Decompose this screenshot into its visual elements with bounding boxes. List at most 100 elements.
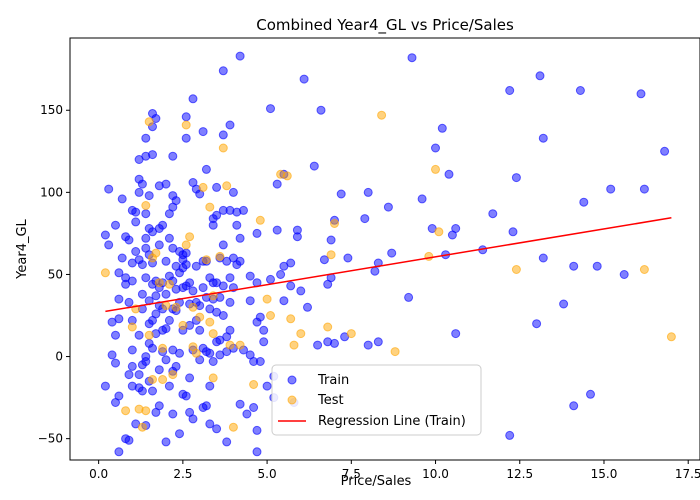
train-point — [141, 357, 151, 366]
test-point — [121, 406, 131, 416]
train-point — [225, 325, 235, 335]
train-point — [212, 424, 222, 434]
train-point — [114, 294, 124, 304]
train-point — [218, 240, 228, 250]
train-point — [249, 403, 259, 412]
test-point — [330, 219, 339, 228]
train-point — [188, 94, 198, 104]
train-point — [137, 260, 147, 270]
y-tick-label: 100 — [40, 185, 63, 199]
test-point — [666, 332, 676, 342]
train-point — [134, 187, 144, 197]
train-point — [286, 281, 296, 291]
test-point — [185, 232, 195, 242]
train-point — [309, 161, 319, 171]
train-point — [171, 196, 181, 206]
train-point — [168, 151, 178, 161]
train-point — [511, 173, 521, 183]
train-point — [451, 224, 461, 233]
test-point — [188, 302, 198, 312]
train-point — [242, 409, 252, 419]
test-point — [181, 240, 191, 250]
x-tick-label: 7.5 — [342, 467, 361, 481]
train-point — [134, 330, 144, 340]
train-point — [235, 51, 245, 61]
train-point — [619, 270, 629, 279]
train-point — [266, 104, 275, 114]
test-point — [235, 340, 245, 350]
x-tick-label: 17.5 — [675, 467, 700, 481]
train-point — [141, 273, 151, 283]
train-point — [137, 179, 147, 189]
train-point — [164, 315, 174, 325]
regression-line — [105, 217, 672, 313]
train-point — [181, 391, 191, 401]
train-point — [124, 235, 134, 245]
train-point — [606, 184, 616, 194]
test-point — [346, 329, 356, 339]
test-point — [141, 406, 151, 416]
train-point — [212, 182, 222, 192]
train-point — [299, 74, 309, 84]
test-point — [178, 320, 188, 330]
train-point — [185, 278, 195, 288]
train-point — [272, 179, 282, 189]
test-point — [326, 250, 336, 260]
test-point — [424, 251, 434, 261]
train-point — [259, 337, 269, 347]
test-point — [148, 375, 157, 384]
train-point — [255, 357, 265, 366]
train-point — [255, 312, 265, 322]
legend-regression-label: Regression Line (Train) — [318, 414, 466, 429]
x-tick-label: 0.0 — [89, 467, 108, 481]
y-axis: −50 0 50 100 150 — [38, 103, 70, 446]
test-point — [262, 294, 272, 304]
y-tick-label: 50 — [48, 267, 63, 281]
train-point — [141, 133, 151, 143]
test-point — [266, 311, 275, 320]
legend-box — [271, 364, 482, 436]
train-point — [198, 283, 208, 293]
train-point — [252, 447, 262, 457]
test-point — [191, 348, 201, 358]
train-point — [111, 358, 120, 368]
train-point — [296, 286, 306, 296]
train-point — [239, 205, 248, 215]
test-point — [434, 227, 444, 237]
train-point — [198, 127, 208, 137]
legend-train-marker — [287, 375, 297, 385]
plot-frame — [69, 37, 700, 461]
train-point — [387, 248, 397, 258]
train-point — [505, 86, 515, 95]
train-point — [343, 253, 353, 263]
train-point — [404, 292, 414, 302]
train-point — [131, 247, 141, 256]
train-point — [276, 270, 286, 279]
train-point — [225, 120, 235, 130]
train-point — [164, 381, 174, 391]
train-point — [144, 191, 154, 201]
train-point — [114, 391, 124, 401]
train-point — [124, 297, 134, 307]
train-point — [137, 289, 147, 299]
train-point — [117, 194, 127, 204]
train-point — [417, 194, 427, 204]
test-point — [225, 340, 235, 350]
train-point — [100, 381, 110, 391]
test-point — [296, 329, 306, 339]
train-point — [208, 220, 218, 230]
test-point — [161, 301, 171, 311]
train-point — [407, 53, 417, 63]
train-point — [218, 130, 228, 140]
test-point — [431, 164, 440, 174]
x-axis: 0.0 2.5 5.0 7.5 10.0 12.5 15.0 17.5 — [89, 460, 700, 481]
train-point — [137, 386, 147, 396]
train-point — [185, 373, 195, 383]
y-tick-label: 150 — [40, 103, 63, 117]
train-point — [181, 133, 191, 143]
train-point — [272, 225, 282, 235]
train-point — [222, 437, 232, 447]
train-point — [171, 361, 181, 371]
train-point — [161, 324, 171, 334]
train-point — [245, 296, 255, 306]
